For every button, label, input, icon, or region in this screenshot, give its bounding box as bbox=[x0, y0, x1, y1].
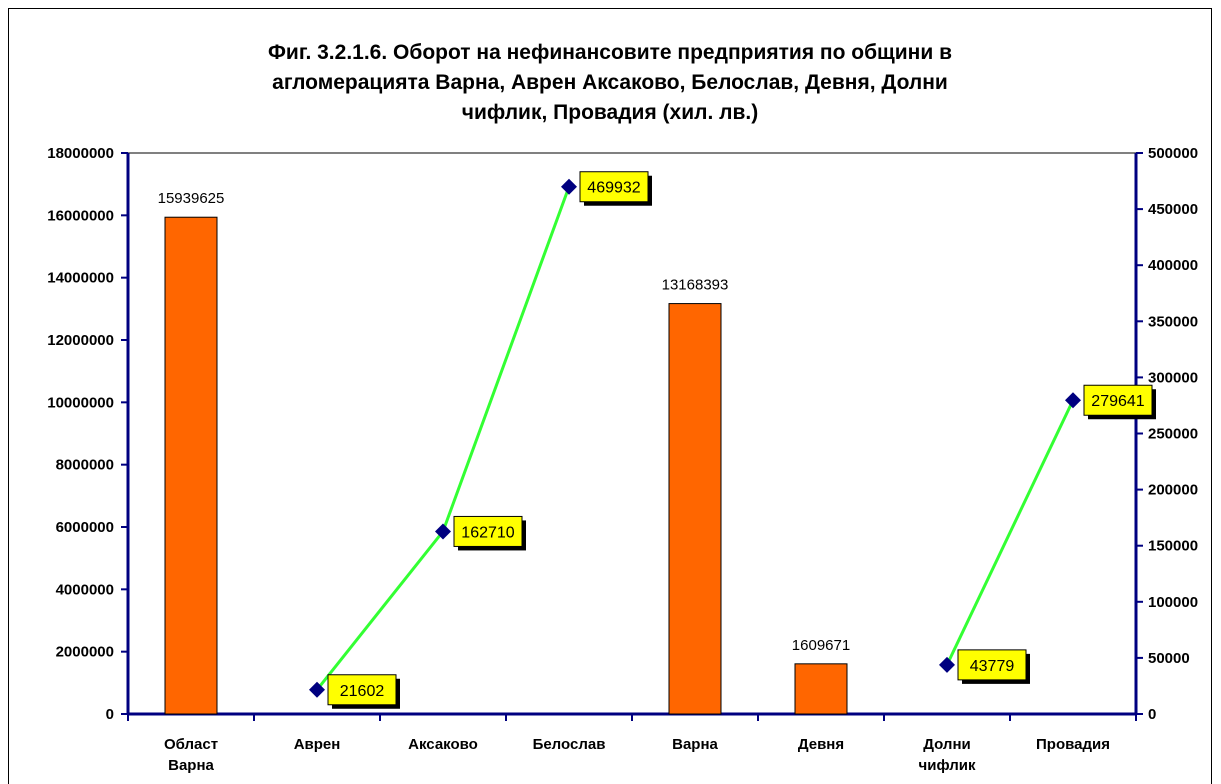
x-tick-label: Провадия bbox=[1036, 736, 1110, 753]
line-segment bbox=[315, 186, 571, 691]
value-label-box bbox=[1083, 384, 1153, 416]
y2-tick-label: 450000 bbox=[1148, 201, 1198, 218]
y-tick-label: 16000000 bbox=[47, 207, 114, 224]
value-label-box bbox=[957, 649, 1027, 681]
line-value-label: 469932 bbox=[587, 180, 640, 197]
line-value-label: 279641 bbox=[1091, 393, 1144, 410]
line-value-label: 21602 bbox=[340, 683, 385, 700]
y-tick-label: 14000000 bbox=[47, 270, 114, 287]
bar bbox=[794, 663, 848, 715]
y2-tick-label: 250000 bbox=[1148, 426, 1198, 443]
bar-value-label: 1609671 bbox=[792, 637, 850, 654]
line-marker bbox=[309, 681, 325, 698]
y-tick-label: 8000000 bbox=[56, 457, 114, 474]
y2-tick-label: 0 bbox=[1148, 706, 1156, 723]
y2-tick-label: 400000 bbox=[1148, 257, 1198, 274]
x-tick-label: Област Варна bbox=[163, 736, 219, 774]
plot-area bbox=[127, 152, 1137, 715]
value-label-box bbox=[453, 515, 523, 547]
y2-tick-label: 350000 bbox=[1148, 313, 1198, 330]
chart-frame bbox=[8, 8, 1212, 784]
x-tick-label: Варна bbox=[672, 736, 718, 753]
bar-value-label: 15939625 bbox=[158, 190, 225, 207]
y-tick-label: 0 bbox=[106, 706, 114, 723]
y2-tick-label: 500000 bbox=[1148, 145, 1198, 162]
x-tick-label: Белослав bbox=[532, 736, 606, 753]
bar bbox=[164, 216, 218, 715]
line-value-label: 162710 bbox=[461, 524, 514, 541]
y-tick-label: 18000000 bbox=[47, 145, 114, 162]
line-marker bbox=[561, 178, 577, 195]
line-marker bbox=[1065, 392, 1081, 409]
value-label-box bbox=[327, 674, 397, 706]
line-marker bbox=[435, 523, 451, 540]
y-tick-label: 10000000 bbox=[47, 394, 114, 411]
x-tick-label: Аксаково bbox=[408, 736, 478, 753]
y-tick-label: 12000000 bbox=[47, 332, 114, 349]
x-tick-label: Аврен bbox=[293, 736, 341, 753]
value-label-box bbox=[579, 171, 649, 203]
x-tick-label: Долни чифлик bbox=[918, 736, 976, 774]
x-tick-label: Девня bbox=[797, 736, 845, 753]
line-marker bbox=[939, 656, 955, 673]
y2-tick-label: 50000 bbox=[1148, 650, 1190, 667]
line-segment bbox=[945, 399, 1075, 666]
y-tick-label: 6000000 bbox=[56, 519, 114, 536]
line-value-label: 43779 bbox=[970, 658, 1015, 675]
y-tick-label: 4000000 bbox=[56, 581, 114, 598]
y-tick-label: 2000000 bbox=[56, 644, 114, 661]
y2-tick-label: 300000 bbox=[1148, 369, 1198, 386]
y2-tick-label: 150000 bbox=[1148, 538, 1198, 555]
bar bbox=[668, 303, 722, 715]
bar-value-label: 13168393 bbox=[662, 277, 729, 294]
y2-tick-label: 200000 bbox=[1148, 482, 1198, 499]
chart-title: Фиг. 3.2.1.6. Оборот на нефинансовите пр… bbox=[267, 41, 953, 124]
y2-tick-label: 100000 bbox=[1148, 594, 1198, 611]
